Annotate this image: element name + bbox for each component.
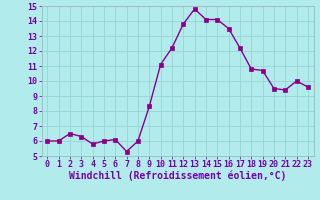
X-axis label: Windchill (Refroidissement éolien,°C): Windchill (Refroidissement éolien,°C)	[69, 171, 286, 181]
